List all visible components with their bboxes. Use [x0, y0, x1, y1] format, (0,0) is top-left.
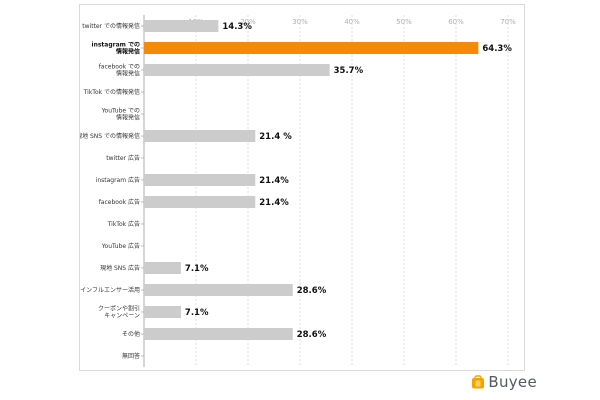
data-label: 28.6%	[297, 286, 327, 296]
x-tick-label: 40%	[344, 18, 360, 26]
category-label: facebook 広告	[99, 198, 140, 206]
category-label: facebook での	[99, 64, 140, 71]
bar	[144, 42, 479, 54]
data-label: 7.1%	[185, 264, 209, 274]
category-label: 現地 SNS 広告	[100, 264, 140, 272]
data-label: 21.4 %	[259, 132, 292, 142]
x-tick-label: 50%	[396, 18, 412, 26]
x-tick-label: 60%	[448, 18, 464, 26]
buyee-bag-icon	[472, 375, 485, 389]
x-tick-label: 70%	[500, 18, 516, 26]
bar	[144, 284, 293, 296]
data-label: 21.4%	[259, 198, 289, 208]
data-label: 14.3%	[222, 22, 252, 32]
bar	[144, 262, 181, 274]
bar	[144, 306, 181, 318]
category-label: その他	[122, 330, 140, 338]
category-label: TikTok での情報発信	[83, 88, 140, 96]
brand-name: Buyee	[488, 373, 537, 391]
category-label: YouTube での	[101, 108, 140, 115]
bar	[144, 174, 256, 186]
x-tick-label: 20%	[240, 18, 256, 26]
category-label: YouTube 広告	[101, 242, 140, 250]
category-label: 情報発信	[116, 48, 140, 56]
data-label: 35.7%	[334, 66, 364, 76]
category-label: instagram 広告	[96, 176, 140, 184]
category-label: クーポンや割引	[98, 305, 140, 313]
category-label: インフルエンサー活用	[80, 286, 140, 294]
chart-frame: 10%20%30%40%50%60%70%twitter での情報発信14.3%…	[79, 4, 525, 371]
bar-chart: 10%20%30%40%50%60%70%twitter での情報発信14.3%…	[80, 15, 516, 367]
bar	[144, 130, 256, 142]
data-label: 7.1%	[185, 308, 209, 318]
category-label: 情報発信	[116, 114, 140, 122]
category-label: 情報発信	[116, 70, 140, 78]
bar	[144, 328, 293, 340]
category-label: twitter での情報発信	[82, 22, 140, 30]
data-label: 21.4%	[259, 176, 289, 186]
category-label: TikTok 広告	[107, 220, 140, 228]
data-label: 64.3%	[482, 44, 512, 54]
data-label: 28.6%	[297, 330, 327, 340]
category-label: 無回答	[122, 352, 140, 360]
bar	[144, 20, 219, 32]
buyee-logo: Buyee	[471, 373, 537, 391]
x-tick-label: 30%	[292, 18, 308, 26]
category-label: 現地 SNS での情報発信	[80, 132, 140, 140]
bar	[144, 196, 256, 208]
category-label: キャンペーン	[104, 313, 140, 320]
category-label: instagram での	[92, 42, 140, 49]
bar	[144, 64, 330, 76]
category-label: twitter 広告	[106, 154, 140, 162]
